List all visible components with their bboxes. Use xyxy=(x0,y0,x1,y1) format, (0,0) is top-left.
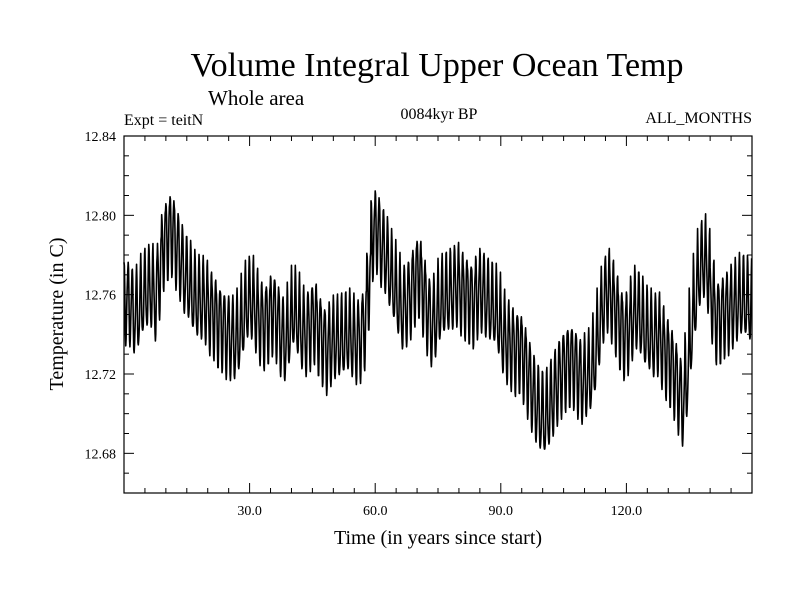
y-axis-label: Temperature (in C) xyxy=(46,238,68,391)
series-line-ocean-temp xyxy=(123,190,753,450)
x-axis-tick-labels: 30.0 60.0 90.0 120.0 xyxy=(237,504,642,519)
y-axis-tick-labels: 12.68 12.72 12.76 12.80 12.84 xyxy=(85,130,117,462)
chart-title: Volume Integral Upper Ocean Temp xyxy=(191,47,684,84)
axis-ticks xyxy=(124,136,752,493)
x-axis-label: Time (in years since start) xyxy=(334,527,542,549)
period-label: 0084kyr BP xyxy=(401,106,478,123)
x-tick-label: 30.0 xyxy=(237,504,262,519)
months-label: ALL_MONTHS xyxy=(645,110,752,127)
y-tick-label: 12.68 xyxy=(85,447,117,462)
x-tick-label: 90.0 xyxy=(489,504,514,519)
x-tick-label: 60.0 xyxy=(363,504,388,519)
y-tick-label: 12.84 xyxy=(85,130,117,145)
y-tick-label: 12.80 xyxy=(85,209,117,224)
y-tick-label: 12.72 xyxy=(85,368,117,383)
y-tick-label: 12.76 xyxy=(85,289,117,304)
experiment-label: Expt = teitN xyxy=(124,112,204,129)
plot-area-frame xyxy=(123,135,753,494)
chart-subtitle: Whole area xyxy=(208,86,305,110)
x-tick-label: 120.0 xyxy=(611,504,643,519)
